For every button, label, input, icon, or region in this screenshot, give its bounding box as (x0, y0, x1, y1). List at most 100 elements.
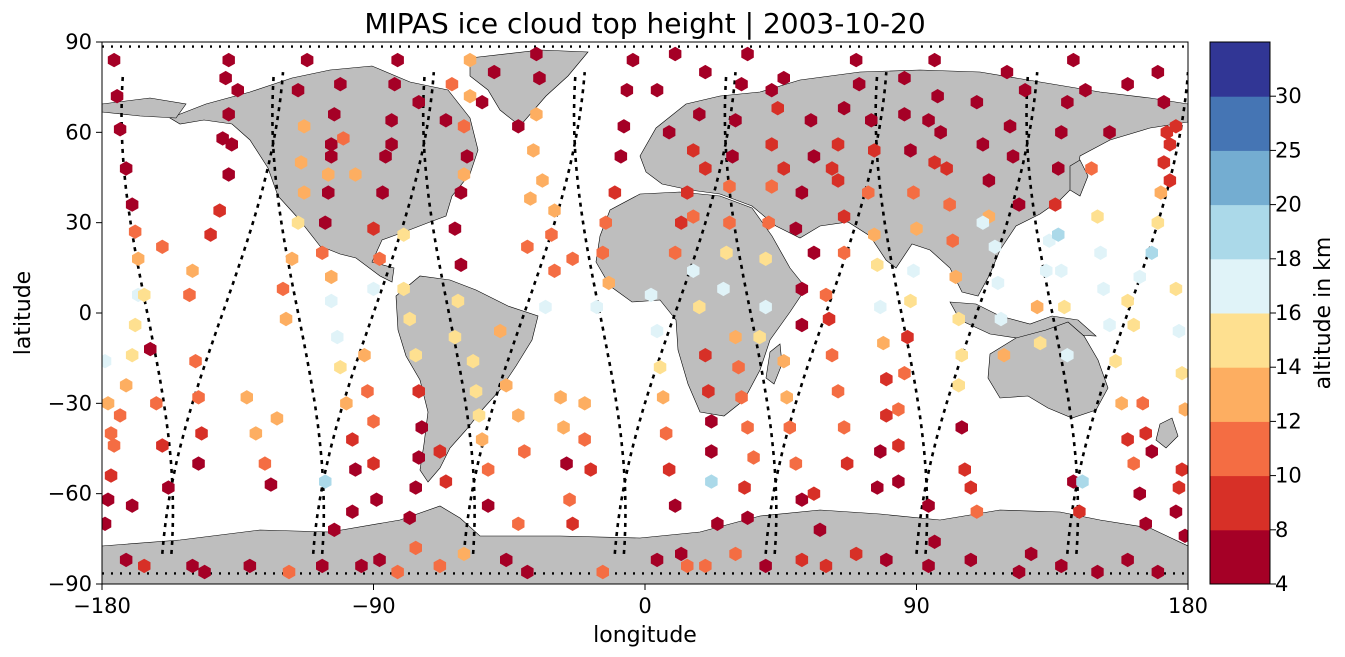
cloud-marker (1033, 335, 1047, 351)
colorbar-tick-label: 10 (1275, 464, 1302, 488)
cloud-marker (668, 498, 682, 513)
cloud-marker (566, 516, 579, 531)
cloud-marker (391, 564, 404, 580)
cloud-marker (825, 348, 839, 363)
cloud-marker (620, 83, 634, 98)
cloud-marker (291, 83, 305, 98)
cloud-marker (789, 221, 803, 236)
cloud-marker (367, 414, 380, 429)
cloud-marker (1115, 396, 1128, 411)
cloud-marker (512, 119, 525, 134)
cloud-marker (466, 354, 480, 369)
cloud-marker (334, 360, 347, 375)
cloud-marker (877, 335, 890, 351)
cloud-marker (545, 227, 558, 242)
cloud-marker (753, 329, 766, 345)
cloud-marker (397, 281, 410, 297)
cloud-marker (119, 552, 133, 568)
cloud-marker (1121, 552, 1134, 568)
cloud-marker (457, 546, 471, 562)
cloud-marker (1127, 456, 1140, 471)
cloud-marker (294, 155, 308, 170)
cloud-marker (322, 167, 335, 182)
cloud-marker (662, 462, 676, 477)
cloud-marker (952, 311, 965, 327)
cloud-marker (367, 221, 380, 236)
cloud-marker (258, 456, 272, 471)
cloud-marker (319, 474, 332, 489)
cloud-marker (693, 299, 706, 315)
cloud-marker (862, 185, 875, 200)
cloud-marker (599, 215, 612, 230)
cloud-marker (412, 450, 425, 465)
cloud-marker (1157, 95, 1171, 110)
cloud-marker (521, 239, 534, 254)
cloud-marker (1139, 426, 1152, 441)
cloud-marker (128, 224, 142, 239)
cloud-marker (1061, 95, 1074, 110)
cloud-marker (777, 161, 790, 176)
cloud-marker (1163, 137, 1177, 152)
cloud-marker (988, 239, 1002, 254)
cloud-marker (391, 52, 404, 68)
cloud-marker (1006, 149, 1020, 164)
cloud-marker (1052, 227, 1065, 242)
cloud-marker (1000, 64, 1014, 80)
cloud-marker (765, 179, 778, 194)
cloud-marker (702, 384, 715, 399)
cloud-marker (741, 420, 754, 435)
cloud-marker (1169, 281, 1183, 297)
cloud-marker (804, 113, 818, 128)
cloud-marker (548, 203, 561, 218)
cloud-marker (539, 299, 552, 315)
cloud-marker (102, 396, 115, 411)
cloud-marker (807, 486, 821, 501)
cloud-marker (1091, 564, 1104, 580)
cloud-marker (976, 137, 990, 152)
cloud-marker (487, 64, 501, 80)
cloud-marker (1175, 366, 1188, 381)
cloud-marker (367, 456, 380, 471)
cloud-marker (928, 534, 941, 549)
cloud-marker (198, 564, 211, 580)
cloud-marker (1163, 173, 1177, 188)
cloud-marker (892, 402, 905, 417)
cloud-marker (403, 510, 416, 525)
cloud-marker (1094, 245, 1107, 260)
cloud-marker (578, 432, 591, 447)
land-eurasia (639, 69, 1188, 297)
cloud-marker (500, 552, 513, 568)
cloud-marker (1151, 215, 1165, 230)
orbit-track (462, 71, 586, 555)
cloud-marker (762, 215, 775, 230)
y-tick-label: −60 (48, 482, 92, 506)
cloud-marker (747, 450, 760, 465)
cloud-marker (1178, 402, 1188, 417)
y-tick-label: 60 (65, 120, 92, 144)
cloud-marker (928, 155, 941, 170)
cloud-marker (934, 125, 947, 140)
land-new-zealand (1155, 417, 1179, 449)
cloud-marker (717, 281, 730, 297)
cloud-marker (385, 137, 398, 152)
cloud-marker (536, 173, 549, 188)
cloud-marker (512, 516, 525, 531)
cloud-marker (102, 492, 115, 507)
cloud-marker (361, 384, 374, 399)
cloud-marker (699, 64, 712, 80)
cloud-marker (222, 107, 235, 122)
cloud-marker (557, 420, 570, 435)
cloud-marker (955, 348, 968, 363)
cloud-marker (373, 251, 386, 266)
cloud-marker (530, 107, 543, 122)
cloud-marker (1172, 480, 1186, 495)
cloud-marker (1085, 161, 1098, 176)
cloud-marker (874, 444, 887, 459)
cloud-marker (765, 83, 778, 98)
cloud-marker (907, 185, 920, 200)
cloud-marker (780, 390, 793, 405)
cloud-marker (367, 281, 380, 297)
cloud-marker (1103, 317, 1116, 333)
cloud-marker (729, 329, 742, 345)
cloud-marker (687, 143, 700, 158)
